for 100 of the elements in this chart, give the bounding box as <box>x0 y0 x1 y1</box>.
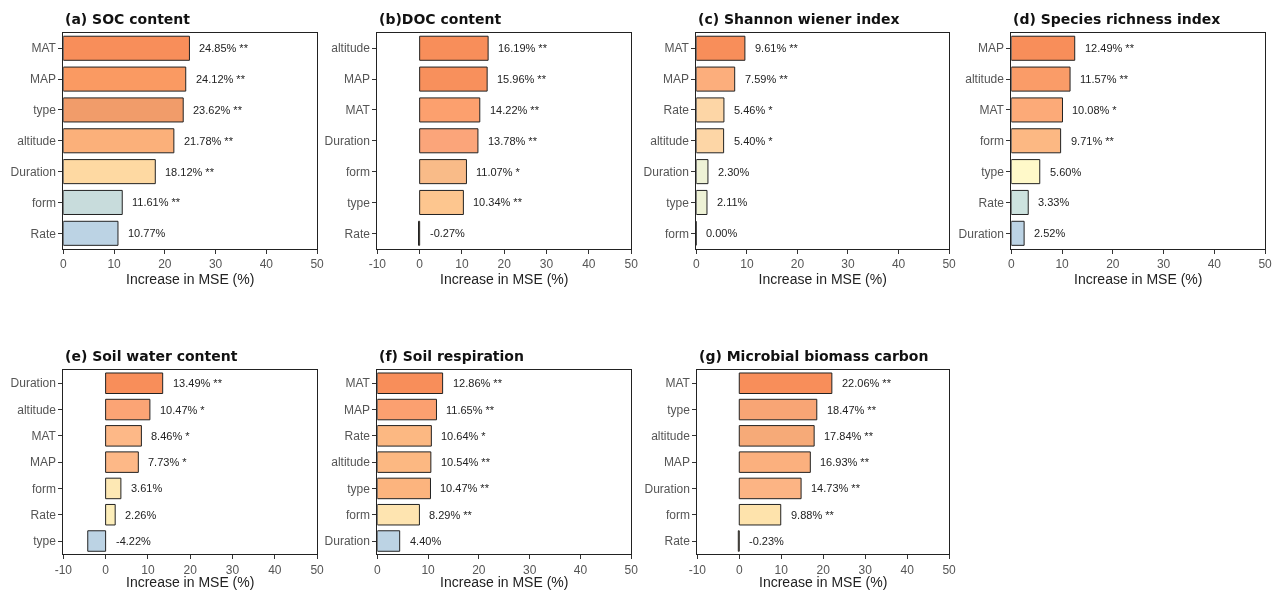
x-tick-label: 10 <box>421 562 436 577</box>
data-label: 2.26% <box>125 509 157 521</box>
y-tick-label: MAP <box>29 455 56 470</box>
data-label: 7.73% * <box>148 456 188 468</box>
x-axis-title: Increase in MSE (%) <box>758 271 887 288</box>
data-label: 11.07% * <box>476 166 521 178</box>
y-tick-label: altitude <box>331 41 371 56</box>
bar <box>419 159 467 185</box>
y-tick-label: form <box>979 133 1004 148</box>
data-label: 14.73% ** <box>811 482 861 494</box>
bar <box>738 451 811 473</box>
x-axis-title: Increase in MSE (%) <box>126 271 255 288</box>
y-tick-label: form <box>31 195 56 210</box>
x-tick-label: 0 <box>416 257 424 272</box>
data-label: 10.34% ** <box>473 196 523 208</box>
y-tick-label: MAT <box>345 376 371 391</box>
x-tick-label: 40 <box>259 257 274 272</box>
bar <box>738 425 815 447</box>
x-axis-title: Increase in MSE (%) <box>126 574 255 590</box>
y-tick-label: type <box>347 481 371 496</box>
data-label: 11.65% ** <box>446 404 495 416</box>
y-tick-label: Duration <box>644 481 690 496</box>
x-tick-label: 20 <box>158 257 172 272</box>
x-tick-label: 30 <box>225 562 240 577</box>
x-tick-label: 50 <box>1258 257 1273 272</box>
y-tick-label: MAT <box>664 41 690 56</box>
y-tick-label: form <box>664 226 689 241</box>
chart-title: (c) Shannon wiener index <box>698 11 900 27</box>
x-tick-label: 40 <box>573 562 588 577</box>
data-label: -0.27% <box>430 227 466 239</box>
bar <box>419 189 464 215</box>
bar <box>105 477 122 500</box>
bar <box>738 372 833 395</box>
y-tick-label: MAP <box>662 72 689 87</box>
x-tick-label: 50 <box>624 562 639 577</box>
data-label: 12.49% ** <box>1085 42 1135 54</box>
y-tick-label: MAP <box>343 402 370 417</box>
x-tick-label: 40 <box>1207 257 1222 272</box>
x-tick-label: 30 <box>208 257 223 272</box>
x-tick-label: -10 <box>54 562 73 577</box>
y-tick-label: altitude <box>17 402 57 417</box>
bar <box>105 372 164 395</box>
data-label: 5.60% <box>1050 166 1082 178</box>
x-tick-label: -10 <box>688 562 707 577</box>
y-tick-label: MAP <box>977 41 1004 56</box>
y-tick-label: MAT <box>31 429 57 444</box>
x-tick-label: 10 <box>141 562 155 577</box>
bar <box>105 451 139 473</box>
bar <box>738 503 782 526</box>
y-tick-label: MAP <box>343 72 370 87</box>
data-label: 12.86% ** <box>453 377 503 389</box>
y-tick-label: type <box>33 103 57 118</box>
bar <box>105 398 151 421</box>
y-tick-label: altitude <box>965 72 1005 87</box>
y-tick-label: MAP <box>663 455 690 470</box>
x-tick-label: 0 <box>102 562 110 577</box>
y-tick-label: Rate <box>664 534 691 549</box>
y-tick-label: form <box>665 507 690 522</box>
x-tick-label: 10 <box>774 562 789 577</box>
x-tick-label: 0 <box>59 257 67 272</box>
data-label: 14.22% ** <box>490 104 540 116</box>
y-tick-label: altitude <box>651 429 691 444</box>
y-tick-label: Rate <box>344 226 371 241</box>
x-tick-label: 40 <box>268 562 282 577</box>
bar <box>738 477 802 500</box>
x-tick-label: 50 <box>942 257 957 272</box>
data-label: 10.08% * <box>1072 104 1118 116</box>
y-tick-label: type <box>347 195 371 210</box>
data-label: 13.78% ** <box>488 135 538 147</box>
bar <box>87 530 107 552</box>
y-tick-label: type <box>667 402 691 417</box>
y-tick-label: Duration <box>643 164 689 179</box>
data-label: 16.19% ** <box>498 42 548 54</box>
data-label: 10.64% * <box>441 430 487 442</box>
data-label: 5.46% * <box>734 104 774 116</box>
data-label: 9.88% ** <box>791 509 835 521</box>
data-label: 8.29% ** <box>429 509 473 521</box>
y-tick-label: Rate <box>30 226 57 241</box>
data-label: 17.84% ** <box>824 430 874 442</box>
x-tick-label: 40 <box>900 562 915 577</box>
data-label: 18.12% ** <box>165 166 215 178</box>
x-tick-label: 30 <box>522 562 537 577</box>
y-tick-label: Duration <box>10 164 56 179</box>
x-tick-label: 50 <box>310 257 325 272</box>
chart-title: (g) Microbial biomass carbon <box>699 348 929 364</box>
x-tick-label: 40 <box>891 257 906 272</box>
y-tick-label: form <box>345 164 370 179</box>
data-label: 15.96% ** <box>497 73 547 85</box>
x-tick-label: 20 <box>1106 257 1120 272</box>
y-tick-label: Rate <box>344 429 371 444</box>
data-label: 10.47% * <box>160 404 206 416</box>
data-label: 10.77% <box>128 227 166 239</box>
bar <box>419 66 488 92</box>
x-tick-label: 50 <box>624 257 639 272</box>
x-tick-label: 0 <box>735 562 743 577</box>
y-tick-label: type <box>666 195 690 210</box>
y-tick-label: Rate <box>978 195 1005 210</box>
x-tick-label: 0 <box>1007 257 1015 272</box>
data-label: 8.46% * <box>151 430 191 442</box>
bar <box>105 425 142 447</box>
